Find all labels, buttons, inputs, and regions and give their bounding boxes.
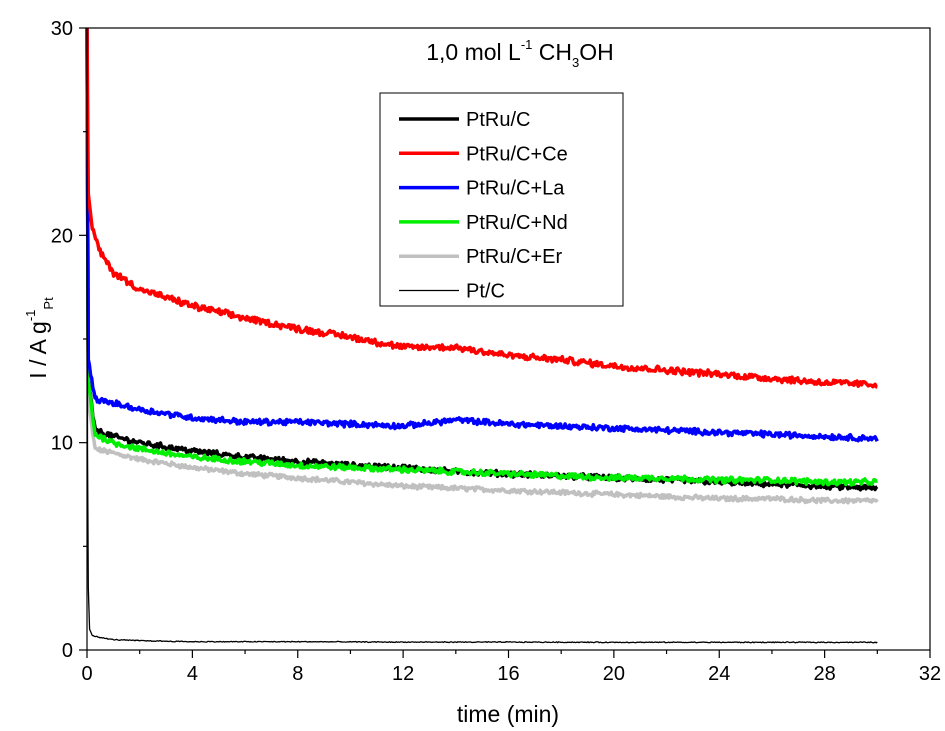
legend-box bbox=[379, 92, 624, 307]
legend-label: PtRu/C bbox=[466, 109, 530, 131]
text-part: 1,0 mol L bbox=[426, 39, 521, 65]
x-tick-label: 28 bbox=[814, 663, 836, 685]
y-axis-title: I / A g-1Pt bbox=[23, 297, 56, 379]
legend-label: PtRu/C+Nd bbox=[466, 212, 568, 234]
legend-label: PtRu/C+Ce bbox=[466, 143, 568, 165]
y-tick-label: 20 bbox=[51, 225, 73, 247]
x-tick-label: 0 bbox=[81, 663, 92, 685]
series-line-pt-c bbox=[86, 27, 878, 644]
x-tick-label: 20 bbox=[603, 663, 625, 685]
text-part: -1 bbox=[23, 310, 38, 322]
legend-label: Pt/C bbox=[466, 281, 505, 303]
x-tick-label: 12 bbox=[392, 663, 414, 685]
text-part: OH bbox=[579, 39, 614, 65]
text-part: Pt bbox=[41, 297, 56, 310]
series-line-ptru-c-er bbox=[85, 27, 879, 505]
text-part: -1 bbox=[521, 37, 533, 52]
y-tick-label: 0 bbox=[62, 640, 73, 662]
y-tick-label: 10 bbox=[51, 433, 73, 455]
x-tick-label: 32 bbox=[919, 663, 941, 685]
text-part: CH bbox=[532, 39, 572, 65]
text-part: I / A g bbox=[25, 321, 51, 379]
x-tick-label: 8 bbox=[292, 663, 303, 685]
legend: PtRu/C PtRu/C+Ce PtRu/C+La PtRu/C+Nd PtRu/C+… bbox=[379, 92, 624, 307]
series-line-ptru-c-ce bbox=[85, 27, 878, 389]
series-line-ptru-c-nd bbox=[85, 27, 878, 487]
tick-layer: 0 4 8 12 16 20 24 28 32 0 10 20 30 bbox=[51, 18, 941, 685]
series-line-ptru-c-la bbox=[85, 27, 879, 443]
legend-label: PtRu/C+La bbox=[466, 178, 565, 200]
x-tick-label: 16 bbox=[497, 663, 519, 685]
text-part: 3 bbox=[572, 55, 579, 70]
legend-label: PtRu/C+Er bbox=[466, 246, 562, 268]
series-layer bbox=[85, 27, 879, 644]
x-tick-label: 24 bbox=[708, 663, 730, 685]
annotation: 1,0 mol L-1 CH3OH bbox=[426, 37, 614, 70]
x-tick-label: 4 bbox=[187, 663, 198, 685]
x-axis-title: time (min) bbox=[457, 701, 559, 727]
y-tick-label: 30 bbox=[51, 18, 73, 40]
